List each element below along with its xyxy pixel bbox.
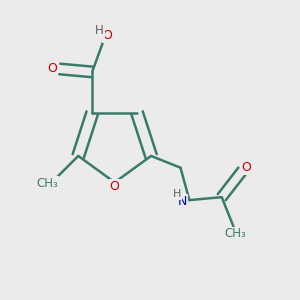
- Text: O: O: [110, 180, 120, 193]
- Text: CH₃: CH₃: [37, 177, 58, 190]
- Text: H: H: [95, 24, 104, 37]
- Text: CH₃: CH₃: [224, 227, 246, 241]
- Text: H: H: [173, 189, 181, 199]
- Text: O: O: [103, 29, 112, 42]
- Text: O: O: [241, 160, 251, 174]
- Text: O: O: [47, 62, 57, 75]
- Text: N: N: [177, 195, 187, 208]
